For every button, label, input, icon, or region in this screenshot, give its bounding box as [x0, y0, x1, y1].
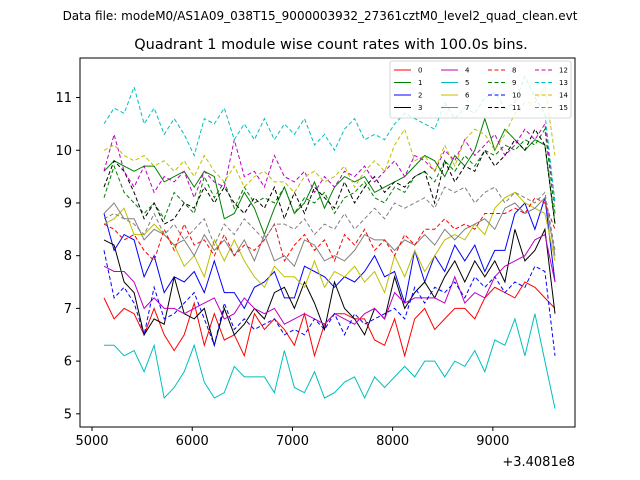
- legend-label-4: 4: [465, 67, 470, 75]
- legend-label-0: 0: [418, 67, 422, 75]
- y-tick-label: 7: [64, 302, 72, 317]
- legend-label-12: 12: [559, 67, 568, 75]
- x-axis-offset-label: +3.4081e8: [502, 455, 575, 470]
- series-line-14: [103, 85, 556, 194]
- x-tick-label: 8000: [376, 434, 409, 449]
- series-line-7: [103, 196, 556, 268]
- x-tick-label: 6000: [176, 434, 209, 449]
- y-axis: 5 6 7 8 9 10 11: [55, 91, 80, 422]
- y-tick-label: 11: [55, 91, 72, 106]
- plot-frame: [79, 57, 576, 428]
- series-layer: [103, 75, 556, 409]
- x-tick-label: 9000: [476, 434, 509, 449]
- legend-label-3: 3: [418, 104, 422, 112]
- series-line-12: [103, 122, 556, 204]
- legend-label-15: 15: [559, 104, 568, 112]
- series-line-4: [103, 233, 556, 325]
- legend-label-8: 8: [512, 67, 516, 75]
- series-line-3: [103, 227, 556, 348]
- series-line-11: [103, 128, 556, 225]
- legend-label-5: 5: [465, 79, 469, 87]
- series-line-8: [103, 197, 556, 263]
- x-tick-label: 5000: [75, 434, 108, 449]
- y-tick-label: 6: [64, 355, 72, 370]
- chart-suptitle: Data file: modeM0/AS1A09_038T15_90000039…: [63, 9, 578, 23]
- x-tick-label: 7000: [276, 434, 309, 449]
- series-line-10: [103, 250, 556, 356]
- legend-label-11: 11: [512, 104, 521, 112]
- legend-label-14: 14: [559, 92, 568, 100]
- legend-label-7: 7: [465, 104, 469, 112]
- legend-label-10: 10: [512, 92, 521, 100]
- legend-label-1: 1: [418, 79, 422, 87]
- series-line-5: [104, 313, 556, 409]
- series-line-1: [103, 116, 556, 237]
- series-line-15: [103, 186, 556, 251]
- legend-label-6: 6: [465, 92, 470, 100]
- legend-label-13: 13: [559, 79, 568, 87]
- legend-label-9: 9: [512, 79, 516, 87]
- y-tick-label: 8: [64, 249, 72, 264]
- y-tick-label: 9: [64, 196, 72, 211]
- legend-label-2: 2: [418, 92, 422, 100]
- chart-title: Quadrant 1 module wise count rates with …: [134, 37, 528, 53]
- y-tick-label: 10: [55, 144, 72, 159]
- series-line-6: [103, 191, 556, 295]
- series-line-2: [103, 197, 556, 310]
- y-tick-label: 5: [64, 407, 72, 422]
- x-axis: 5000 6000 7000 8000 9000: [75, 427, 509, 449]
- legend-box: [389, 60, 572, 119]
